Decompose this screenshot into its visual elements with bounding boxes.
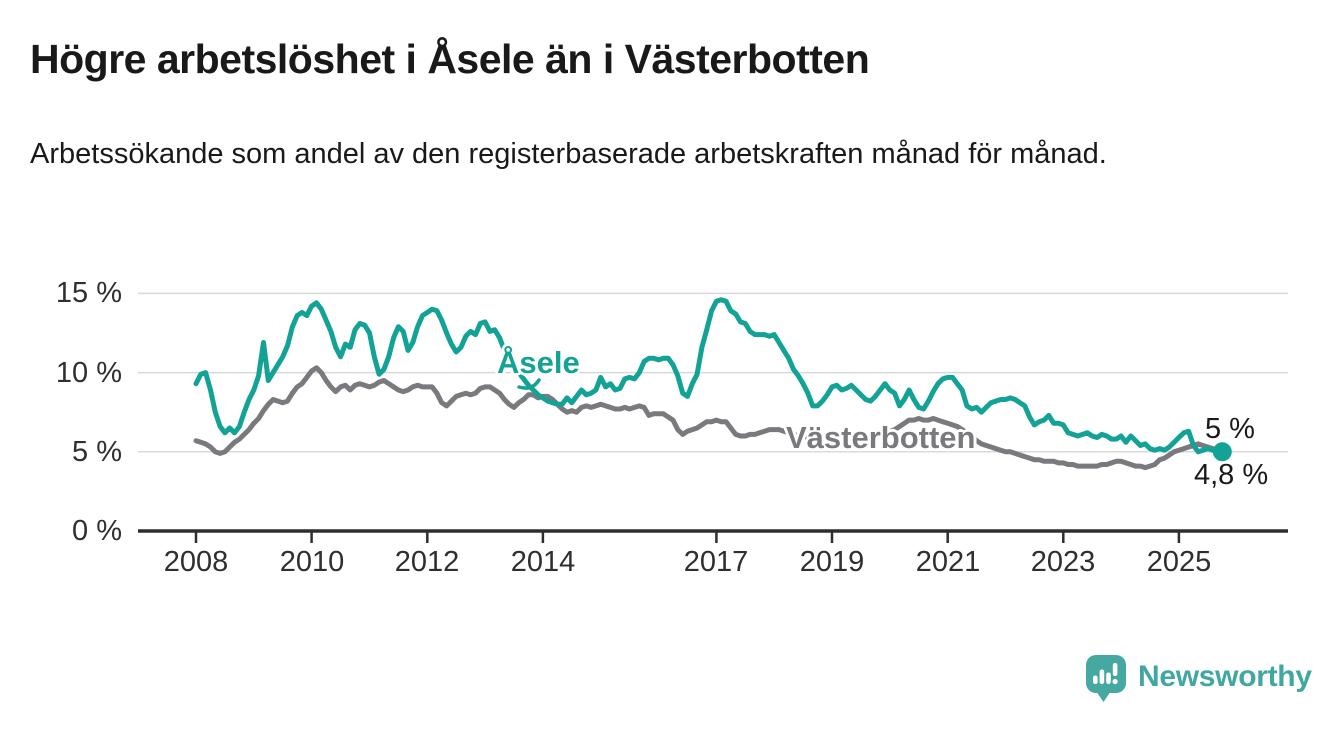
x-tick-label-2021: 2021 <box>915 546 981 578</box>
newsworthy-logo: Newsworthy <box>1084 654 1312 704</box>
page-title: Högre arbetslöshet i Åsele än i Västerbo… <box>30 36 870 82</box>
x-tick-label-2019: 2019 <box>799 546 865 578</box>
x-tick-label-2012: 2012 <box>394 546 460 578</box>
newsworthy-logo-text: Newsworthy <box>1138 660 1312 693</box>
y-tick-label-15: 15 % <box>55 277 122 309</box>
asele-label-pointer <box>517 378 541 390</box>
end-value-label-vasterbotten: 4,8 % <box>1194 459 1269 491</box>
end-value-label-asele: 5 % <box>1205 413 1255 445</box>
x-tick-label-2014: 2014 <box>510 546 576 578</box>
x-tick-label-2010: 2010 <box>279 546 345 578</box>
series-label-asele: Åsele <box>497 345 580 380</box>
x-tick-label-2023: 2023 <box>1030 546 1096 578</box>
series-label-vasterbotten: Västerbotten <box>786 420 976 455</box>
y-tick-label-10: 10 % <box>55 357 122 389</box>
x-tick-label-2017: 2017 <box>683 546 749 578</box>
chart-subtitle: Arbetssökande som andel av den registerb… <box>30 138 1107 170</box>
asele-end-dot <box>1212 442 1232 462</box>
series-line-västerbotten <box>193 365 1225 471</box>
y-tick-label-0: 0 % <box>72 515 122 547</box>
y-tick-label-5: 5 % <box>72 436 122 468</box>
x-tick-label-2025: 2025 <box>1146 546 1212 578</box>
x-tick-label-2008: 2008 <box>163 546 229 578</box>
series-line-åsele <box>193 297 1225 455</box>
newsworthy-chart-bubble-icon <box>1086 655 1126 702</box>
